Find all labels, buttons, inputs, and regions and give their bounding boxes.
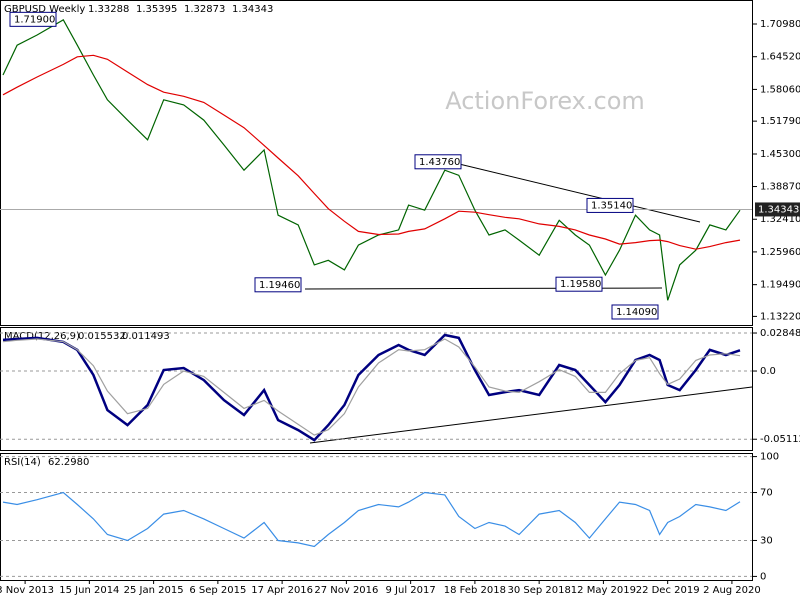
- y-tick-label: 1.51790: [760, 116, 800, 127]
- header-value: 1.35395: [136, 4, 177, 15]
- y-tick-label: 30: [760, 535, 773, 546]
- header-value: 1.33288: [88, 4, 129, 15]
- y-tick-label: 1.70980: [760, 19, 800, 30]
- y-tick-label: 70: [760, 488, 773, 499]
- annotation-label: 1.35140: [591, 200, 632, 211]
- y-tick-label: 1.32410: [760, 214, 800, 225]
- header-value: 1.34343: [232, 4, 273, 15]
- x-tick-label: 25 Jan 2015: [124, 585, 184, 596]
- watermark: ActionForex.com: [445, 87, 645, 115]
- annotation-label: 1.14090: [616, 307, 657, 318]
- series-line: [2, 18, 741, 301]
- y-tick-label: 1.25960: [760, 247, 800, 258]
- y-tick-label: 1.19490: [760, 280, 800, 291]
- annotation-box: [555, 276, 603, 292]
- y-tick-label: 1.58060: [760, 84, 800, 95]
- y-tick-label: 0: [760, 571, 766, 582]
- annotation-box: [586, 197, 634, 213]
- macd-trend-line: [309, 386, 753, 444]
- y-tick-label: 100: [760, 452, 779, 463]
- header-value: 1.32873: [184, 4, 225, 15]
- macd-panel: [0, 327, 753, 451]
- x-tick-label: 2 Aug 2020: [703, 585, 761, 596]
- x-tick-label: 22 Dec 2019: [636, 585, 700, 596]
- last-price-box: [755, 202, 800, 217]
- annotation-box: [611, 304, 659, 320]
- x-tick-label: 9 Jul 2017: [386, 585, 436, 596]
- x-tick-label: 6 Sep 2015: [189, 585, 246, 596]
- series-line: [2, 54, 741, 250]
- header-value: 0.011493: [122, 331, 170, 342]
- price-panel: [0, 0, 753, 326]
- x-tick-label: 17 Apr 2016: [251, 585, 313, 596]
- x-tick-label: 12 May 2019: [571, 585, 636, 596]
- series-line: [2, 338, 741, 436]
- x-tick-label: 18 Feb 2018: [444, 585, 506, 596]
- panel-title: RSI(14): [4, 457, 41, 468]
- x-tick-label: 15 Jun 2014: [59, 585, 119, 596]
- header-value: 0.015532: [78, 331, 126, 342]
- y-tick-label: 0.028489: [760, 328, 800, 339]
- annotation-label: 1.71900: [14, 14, 55, 25]
- x-tick-label: 30 Sep 2018: [507, 585, 570, 596]
- annotation-label: 1.19580: [560, 279, 601, 290]
- annotation-box: [414, 154, 462, 170]
- x-tick-label: 27 Nov 2016: [314, 585, 378, 596]
- annotation-label: 1.43760: [419, 157, 460, 168]
- y-tick-label: 0.0: [760, 366, 776, 377]
- series-line: [2, 491, 741, 548]
- y-tick-label: 1.38870: [760, 182, 800, 193]
- annotation-box: [9, 11, 57, 27]
- trend-line: [454, 162, 701, 223]
- panel-title: GBPUSD Weekly: [4, 4, 85, 15]
- x-tick-label: 3 Nov 2013: [0, 585, 54, 596]
- y-tick-label: 1.13220: [760, 311, 800, 322]
- header-value: 62.2980: [48, 457, 89, 468]
- y-tick-label: -0.051125: [760, 434, 800, 445]
- rsi-panel: [0, 453, 753, 581]
- panel-title: MACD(12,26,9): [4, 331, 80, 342]
- y-tick-label: 1.64520: [760, 52, 800, 63]
- support-line: [304, 287, 663, 290]
- annotation-label: 1.19460: [259, 280, 300, 291]
- annotation-box: [254, 277, 302, 293]
- last-price-label: 1.34343: [758, 204, 799, 215]
- y-tick-label: 1.45300: [760, 149, 800, 160]
- series-line: [2, 333, 741, 442]
